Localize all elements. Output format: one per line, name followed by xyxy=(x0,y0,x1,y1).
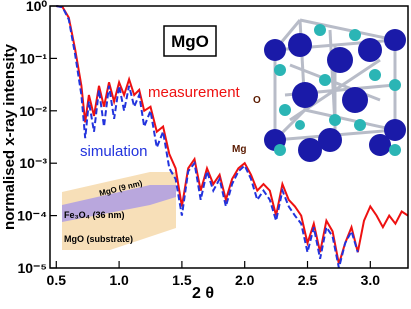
y-tick-label: 10⁻³ xyxy=(19,155,47,171)
x-tick-label: 2.0 xyxy=(235,272,255,288)
plot-frame xyxy=(49,5,409,269)
series-line xyxy=(56,5,359,269)
atom-label: O xyxy=(253,95,261,106)
x-tick-label: 3.0 xyxy=(361,272,381,288)
y-tick-label: 10⁻⁴ xyxy=(17,208,47,224)
y-axis-label: normalised x-ray intensity xyxy=(1,43,18,230)
y-tick-label: 10⁻⁵ xyxy=(17,260,47,276)
y-tick-label: 10⁰ xyxy=(26,0,48,14)
y-tick-label: 10⁻¹ xyxy=(19,50,47,66)
title-box xyxy=(163,25,217,57)
layer-diagram: MgO (9 nm) Fe₃O₄ (36 nm) MgO (substrate) xyxy=(62,172,176,250)
fe3o4-layer xyxy=(62,185,176,222)
x-tick-label: 0.5 xyxy=(47,272,67,288)
x-tick-label: 1.5 xyxy=(172,272,192,288)
x-axis-label: 2 θ xyxy=(192,285,214,302)
crystal-structure xyxy=(264,18,406,162)
chart-title: MgO xyxy=(171,32,209,51)
y-tick-label: 10⁻² xyxy=(19,103,47,119)
x-tick-label: 1.0 xyxy=(109,272,129,288)
x-tick-label: 2.5 xyxy=(298,272,318,288)
legend-label: measurement xyxy=(148,84,241,101)
atom-label: Mg xyxy=(232,144,246,155)
legend-label: simulation xyxy=(80,143,148,160)
layer-label: MgO (substrate) xyxy=(64,234,133,244)
layer-label: Fe₃O₄ (36 nm) xyxy=(64,210,124,220)
